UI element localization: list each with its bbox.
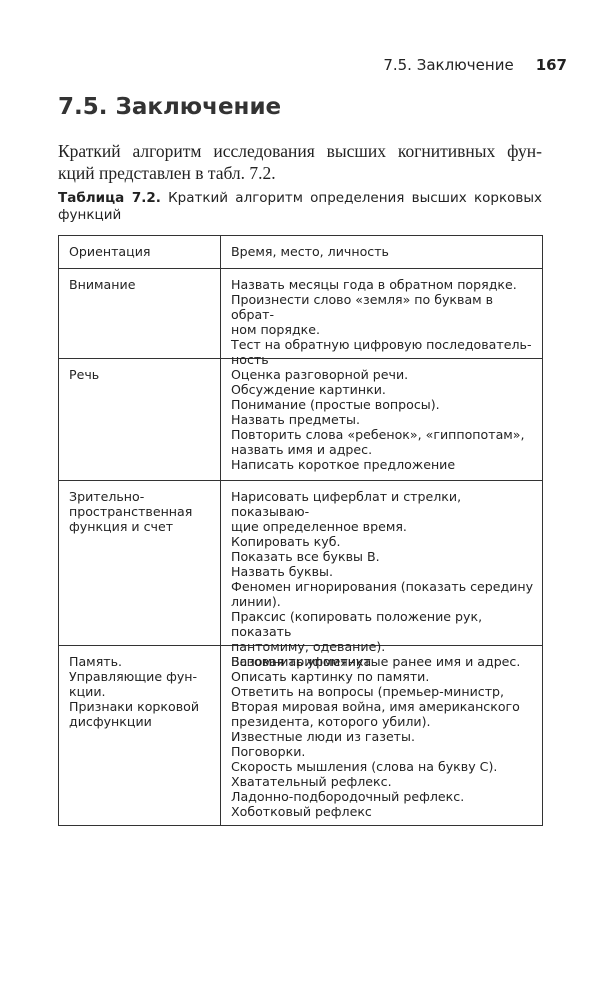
cell-line: Вспомнить упомянутые ранее имя и адрес. [231, 654, 521, 669]
table-caption: Таблица 7.2. Краткий алгоритм определени… [58, 190, 542, 224]
cell-line: Обсуждение картинки. [231, 382, 386, 397]
cell-line: пантомиму, одевание). [231, 639, 386, 654]
cell-line: Зрительно- [69, 489, 145, 504]
cell-line: Известные люди из газеты. [231, 729, 415, 744]
caption-line: Таблица 7.2. Краткий алгоритм определени… [58, 190, 542, 207]
cell-line: Поговорки. [231, 744, 306, 759]
cell-line: Написать короткое предложение [231, 457, 456, 472]
table-cell: Речь [59, 359, 221, 480]
cell-line: Ладонно-подбородочный рефлекс. [231, 789, 465, 804]
cell-line: функция и счет [69, 519, 174, 534]
cell-line: президента, которого убили). [231, 714, 431, 729]
cell-line: Хоботковый рефлекс [231, 804, 372, 819]
cell-line: Произнести слово «земля» по буквам в обр… [231, 292, 494, 322]
caption-label: Таблица 7.2. [58, 190, 161, 206]
table-cell: Оценка разговорной речи. Обсуждение карти… [221, 359, 542, 480]
caption-text: Краткий алгоритм определения высших корк… [168, 190, 542, 206]
table-cell: Вспомнить упомянутые ранее имя и адрес. О… [221, 646, 542, 825]
table-cell: Ориентация [59, 236, 221, 268]
cell-line: Назвать предметы. [231, 412, 360, 427]
cell-line: Память. [69, 654, 123, 669]
cell-line: Скорость мышления (слова на букву С). [231, 759, 498, 774]
page-number: 167 [535, 56, 567, 74]
cell-line: линии). [231, 594, 281, 609]
cell-line: Тест на обратную цифровую последователь- [231, 337, 532, 352]
table: Ориентация Время, место, личность Внимание… [58, 235, 543, 826]
cell-line: кции. [69, 684, 106, 699]
cell-line: Хватательный рефлекс. [231, 774, 392, 789]
paragraph: Краткий алгоритм исследования высших ког… [58, 140, 542, 184]
table-cell: Зрительно-пространственная функция и счет [59, 481, 221, 645]
cell-line: Базовая арифметика [231, 654, 372, 669]
cell-line: Нарисовать циферблат и стрелки, показыва… [231, 489, 462, 519]
cell-line: Управляющие фун- [69, 669, 198, 684]
table-row: Память. Управляющие фун-кции. Признаки кор… [59, 645, 542, 825]
table-row: Зрительно-пространственная функция и счет… [59, 480, 542, 669]
cell-line: ном порядке. [231, 322, 321, 337]
cell-line: Внимание [69, 277, 136, 292]
cell-line: Феномен игнорирования (показать середину [231, 579, 534, 594]
cell-line: Понимание (простые вопросы). [231, 397, 440, 412]
cell-line: Оценка разговорной речи. [231, 367, 409, 382]
cell-line: Назвать месяцы года в обратном порядке. [231, 277, 517, 292]
table-row: Ориентация Время, место, личность [59, 236, 542, 268]
cell-line: щие определенное время. [231, 519, 407, 534]
cell-line: Назвать буквы. [231, 564, 333, 579]
caption-line: функций [58, 207, 122, 223]
table-cell: Время, место, личность [221, 236, 542, 268]
text-line: Краткий алгоритм исследования высших ког… [58, 141, 542, 161]
section-title: 7.5. Заключение [58, 94, 282, 120]
cell-line: Ответить на вопросы (премьер-министр, [231, 684, 505, 699]
running-header: 7.5. Заключение 167 [383, 56, 567, 74]
cell-line: Копировать куб. [231, 534, 341, 549]
cell-line: пространственная [69, 504, 193, 519]
cell-line: дисфункции [69, 714, 152, 729]
table-cell: Память. Управляющие фун-кции. Признаки кор… [59, 646, 221, 825]
cell-line: назвать имя и адрес. [231, 442, 373, 457]
cell-line: Праксис (копировать положение рук, показ… [231, 609, 483, 639]
cell-line: Показать все буквы В. [231, 549, 380, 564]
table-cell: Внимание [59, 269, 221, 358]
cell-line: Речь [69, 367, 100, 382]
cell-line: ность [231, 352, 269, 367]
table-cell: Назвать месяцы года в обратном порядке. П… [221, 269, 542, 367]
cell-line: Повторить слова «ребенок», «гиппопотам», [231, 427, 525, 442]
cell-line: Вторая мировая война, имя американского [231, 699, 520, 714]
cell-line: Признаки корковой [69, 699, 200, 714]
table-cell: Нарисовать циферблат и стрелки, показыва… [221, 481, 542, 669]
cell-line: Описать картинку по памяти. [231, 669, 430, 684]
cell-line: Время, место, личность [231, 244, 389, 259]
running-title: 7.5. Заключение [383, 56, 514, 74]
cell-line: Ориентация [69, 244, 151, 259]
text-line: кций представлен в табл. 7.2. [58, 163, 276, 183]
table-row: Внимание Назвать месяцы года в обратном п… [59, 268, 542, 367]
table-row: Речь Оценка разговорной речи. Обсуждение к… [59, 358, 542, 480]
